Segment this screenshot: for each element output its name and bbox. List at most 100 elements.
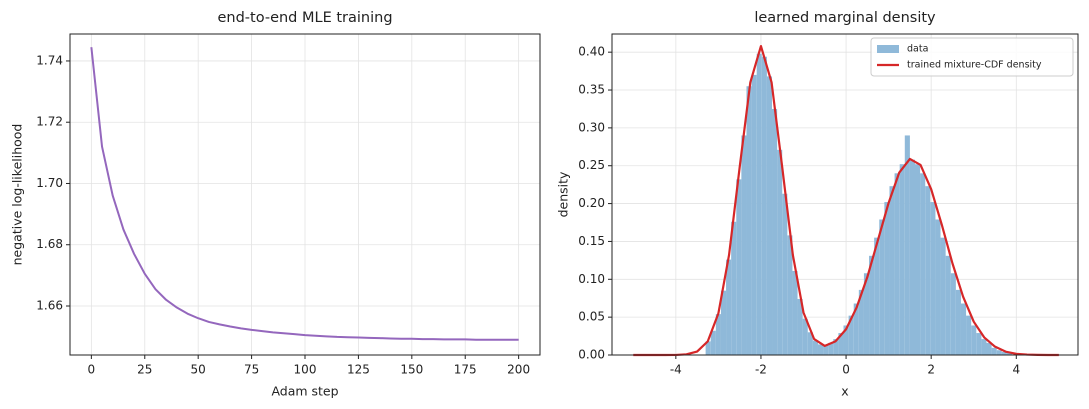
histogram-bar [879,219,885,355]
histogram-bar [843,325,849,355]
x-tick-label: 125 [347,363,370,377]
x-axis-label: x [841,384,848,399]
histogram-bar [715,314,721,355]
histogram-bar [736,179,742,355]
histogram-bar [807,332,813,355]
histogram-bar [950,273,956,355]
x-tick-label: 75 [244,363,259,377]
histogram-bar [915,164,921,355]
histogram-bar [705,341,711,355]
chart-title: learned marginal density [754,10,936,26]
histogram-bar [1001,351,1007,355]
histogram-bar [787,235,793,355]
histogram-bar [889,186,895,355]
histogram-bar [909,159,916,355]
histogram-bar [981,339,987,355]
histogram-bar [976,333,982,355]
histogram-bar [823,345,829,355]
x-tick-label: 0 [88,363,96,377]
y-tick-label: 1.70 [36,176,63,190]
histogram-bar [894,173,900,355]
x-tick-label: 4 [1012,363,1020,377]
histogram-bar [869,255,875,355]
histogram-bar [899,164,905,355]
histogram-bar [838,333,844,355]
y-tick-label: 0.35 [578,83,605,97]
histogram-bar [884,202,890,355]
legend-label: data [907,44,928,55]
chart-title: end-to-end MLE training [217,10,392,26]
histogram-bar [925,186,931,355]
histogram-bar [986,342,992,355]
axes-frame [611,33,1079,356]
histogram-bar [746,86,752,355]
histogram-bar [1006,353,1013,355]
y-tick-label: 0.40 [578,45,605,59]
histogram-bar [853,303,859,355]
legend-label: trained mixture-CDF density [907,60,1042,71]
histogram-bar [960,303,967,355]
y-tick-label: 0.25 [578,158,605,172]
x-tick-label: 50 [191,363,206,377]
x-tick-label: 100 [294,363,317,377]
x-axis-label: Adam step [271,384,338,399]
histogram-bar [874,237,880,355]
histogram-bar [863,273,870,355]
histogram-bar [996,350,1002,355]
y-axis-label: negative log-likelihood [10,124,25,266]
x-tick-label: 0 [842,363,850,377]
histogram-bar [731,221,737,355]
histogram-bar [955,289,961,355]
x-tick-label: 175 [454,363,477,377]
histogram-bar [751,74,757,355]
legend-box [870,37,1074,77]
histogram-bar [920,173,926,355]
histogram-bar [817,344,824,355]
histogram-bar [761,56,767,355]
histogram-bar [782,193,788,355]
histogram-bar [812,340,818,355]
histogram-bar [828,342,834,355]
histogram-bar [930,202,936,355]
data-line [90,47,519,341]
histogram-bar [741,135,747,355]
histogram-bar [991,347,997,355]
legend-swatch [877,45,899,53]
x-tick-label: 2 [927,363,935,377]
histogram-bar [756,53,762,356]
histogram-bar [720,290,727,355]
y-tick-label: 1.74 [36,53,63,67]
x-tick-label: -2 [755,363,767,377]
histogram-bar [858,289,864,355]
histogram-bar [726,259,732,355]
y-axis-label: density [556,171,571,217]
y-tick-label: 0.15 [578,234,605,248]
x-tick-label: 150 [400,363,423,377]
y-tick-label: 0.10 [578,272,605,286]
y-tick-label: 0.05 [578,310,605,324]
x-tick-label: -4 [670,363,682,377]
histogram-bar [772,108,778,355]
x-tick-label: 200 [507,363,530,377]
y-tick-label: 1.72 [36,115,63,129]
histogram-bar [792,270,798,355]
histogram-bar [802,318,808,355]
x-tick-label: 25 [137,363,152,377]
data-line [633,45,1059,357]
histogram-bar [833,339,839,355]
histogram-bar [966,315,972,355]
y-tick-label: 0.00 [578,348,605,362]
histogram-bar [971,325,977,355]
histogram-bar [766,76,773,355]
histogram-bar [777,149,783,355]
histogram-bar [848,315,854,355]
y-tick-label: 1.66 [36,298,63,312]
histogram-bar [940,237,946,355]
y-tick-label: 0.30 [578,120,605,134]
histogram-bar [797,298,803,355]
y-tick-label: 1.68 [36,237,63,251]
axes-frame [69,33,541,356]
histogram-bar [904,135,910,355]
